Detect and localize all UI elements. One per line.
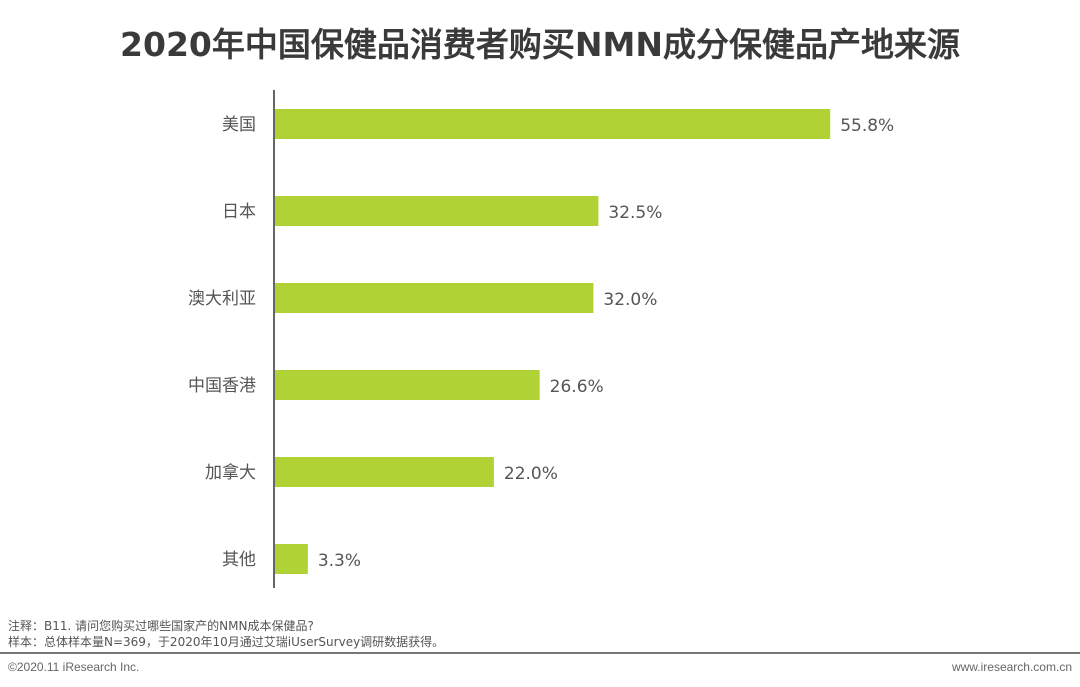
chart-title: 2020年中国保健品消费者购买NMN成分保健品产地来源 — [120, 25, 960, 64]
sample-note: 样本：总体样本量N=369，于2020年10月通过艾瑞iUserSurvey调研… — [8, 635, 445, 649]
footer-url: www.iresearch.com.cn — [951, 660, 1072, 674]
value-label: 32.5% — [608, 203, 662, 223]
category-label: 日本 — [222, 202, 256, 222]
value-label: 3.3% — [318, 551, 361, 571]
bar — [275, 283, 594, 313]
category-label: 中国香港 — [188, 376, 256, 396]
chart-note: 注释：B11. 请问您购买过哪些国家产的NMN成本保健品? — [8, 619, 314, 633]
bar — [275, 457, 494, 487]
bar — [275, 196, 599, 226]
category-label: 澳大利亚 — [188, 289, 256, 309]
value-label: 32.0% — [603, 290, 657, 310]
value-label: 55.8% — [840, 116, 894, 136]
value-label: 22.0% — [504, 464, 558, 484]
category-label: 美国 — [222, 115, 256, 135]
category-label: 其他 — [222, 550, 256, 570]
value-label: 26.6% — [550, 377, 604, 397]
bar — [275, 544, 308, 574]
category-label: 加拿大 — [205, 462, 256, 483]
bar — [275, 370, 540, 400]
copyright: ©2020.11 iResearch Inc. — [8, 660, 140, 674]
footer-divider — [0, 652, 1080, 654]
bar — [275, 109, 831, 139]
bar-chart: 美国 55.8% 日本 32.5% 澳大利亚 32.0% 中国香港 26.6% 加拿大 22.0%… — [188, 90, 894, 588]
